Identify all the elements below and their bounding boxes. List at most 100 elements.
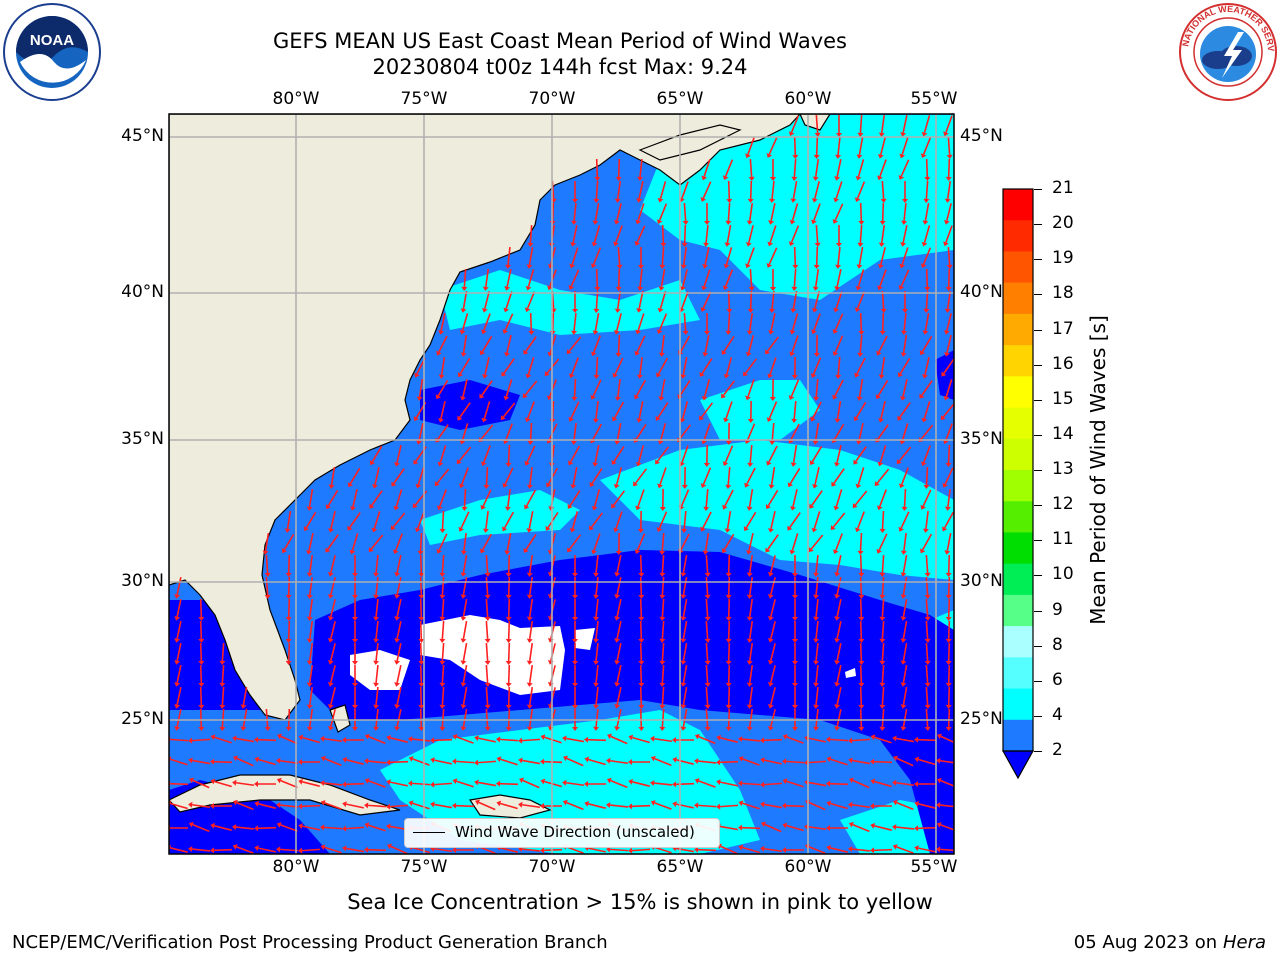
wind-wave-arrowhead xyxy=(264,594,271,599)
wind-wave-arrowhead xyxy=(568,460,574,466)
wind-wave-arrowhead xyxy=(614,572,621,577)
wind-wave-arrow xyxy=(639,620,643,640)
wind-wave-arrow xyxy=(595,268,599,288)
wind-wave-arrow xyxy=(528,664,534,684)
wind-wave-arrowhead xyxy=(659,506,666,511)
wind-wave-arrowhead xyxy=(704,616,711,621)
wind-wave-arrow xyxy=(741,738,761,742)
wind-wave-arrow xyxy=(434,759,452,765)
wind-wave-arrow xyxy=(771,422,775,442)
wind-wave-arrow xyxy=(546,358,560,374)
wind-wave-arrowhead xyxy=(496,800,502,807)
wind-wave-arrow xyxy=(881,554,885,574)
wind-wave-arrow xyxy=(544,736,562,744)
wind-wave-arrow xyxy=(812,357,822,375)
wind-wave-arrowhead xyxy=(870,803,874,809)
wind-wave-arrowhead xyxy=(682,330,689,335)
wind-wave-arrow xyxy=(705,488,709,508)
wind-wave-arrow xyxy=(592,247,602,265)
wind-wave-arrowhead xyxy=(526,484,533,489)
wind-wave-arrow xyxy=(697,848,717,852)
wind-wave-arrow xyxy=(770,599,776,617)
wind-wave-arrow xyxy=(616,577,622,595)
wind-wave-arrow xyxy=(748,708,754,728)
wind-wave-arrowhead xyxy=(892,844,898,850)
wind-wave-arrow xyxy=(616,290,622,310)
wind-wave-arrow xyxy=(485,598,489,618)
wind-wave-arrow xyxy=(612,490,626,506)
wind-wave-arrow xyxy=(522,779,540,789)
wind-wave-arrow xyxy=(481,533,493,551)
wind-wave-arrowhead xyxy=(593,198,600,203)
wind-wave-arrow xyxy=(214,825,232,831)
wind-wave-arrow xyxy=(727,180,731,200)
wind-wave-arrow xyxy=(815,554,819,574)
wind-wave-arrowhead xyxy=(459,329,466,335)
wind-wave-arrowhead xyxy=(747,462,754,467)
wind-wave-arrow xyxy=(566,801,584,811)
wind-wave-arrowhead xyxy=(418,572,425,577)
wind-wave-arrow xyxy=(940,735,954,744)
wind-wave-arrow xyxy=(324,802,342,810)
wind-wave-arrow xyxy=(571,511,579,529)
wind-wave-arrow xyxy=(947,444,951,464)
wind-wave-arrow xyxy=(702,181,712,199)
wind-wave-arrowhead xyxy=(369,460,375,466)
wind-wave-arrow xyxy=(459,357,471,375)
wind-wave-arrow xyxy=(529,312,533,332)
wind-wave-arrowhead xyxy=(858,330,865,335)
wind-wave-arrow xyxy=(654,846,672,854)
wind-wave-arrow xyxy=(236,846,254,854)
wind-wave-arrowhead xyxy=(660,242,667,247)
wind-wave-arrow xyxy=(876,468,890,484)
wind-wave-arrow xyxy=(636,225,646,243)
wind-wave-arrow xyxy=(287,642,291,662)
wind-wave-arrowhead xyxy=(876,350,882,356)
wind-wave-arrow xyxy=(940,779,954,787)
wind-wave-arrowhead xyxy=(430,781,435,788)
wind-wave-arrow xyxy=(327,534,339,550)
wind-wave-arrowhead xyxy=(505,726,512,731)
wind-wave-arrow xyxy=(308,620,314,640)
wind-wave-arrowhead xyxy=(254,756,260,763)
wind-wave-arrowhead xyxy=(812,440,819,445)
wind-wave-arrow xyxy=(417,467,425,485)
wind-wave-arrow xyxy=(786,736,804,744)
wind-wave-arrowhead xyxy=(792,617,798,621)
wind-wave-arrow xyxy=(748,686,754,706)
wind-wave-arrowhead xyxy=(634,394,640,400)
wind-wave-arrowhead xyxy=(452,734,458,740)
wind-wave-arrow xyxy=(815,598,819,618)
wind-wave-arrow xyxy=(747,379,755,397)
wind-wave-arrowhead xyxy=(944,352,950,357)
wind-wave-arrow xyxy=(654,802,672,810)
wind-wave-arrowhead xyxy=(899,263,906,269)
wind-wave-arrow xyxy=(525,489,537,507)
wind-wave-arrowhead xyxy=(210,803,214,809)
wind-wave-arrowhead xyxy=(628,759,632,765)
wind-wave-arrow xyxy=(815,224,819,244)
wind-wave-arrowhead xyxy=(430,757,435,764)
wind-wave-arrow xyxy=(308,533,314,551)
wind-wave-arrow xyxy=(374,467,380,485)
wind-wave-arrow xyxy=(704,335,710,353)
wind-wave-arrowhead xyxy=(219,726,226,731)
wind-wave-arrowhead xyxy=(638,265,644,269)
wind-wave-arrowhead xyxy=(835,154,842,159)
wind-wave-arrowhead xyxy=(484,638,491,643)
wind-wave-arrowhead xyxy=(768,484,775,489)
wind-wave-arrow xyxy=(436,468,450,484)
wind-wave-arrow xyxy=(462,334,468,354)
wind-wave-arrow xyxy=(923,115,931,133)
wind-wave-arrow xyxy=(572,225,578,243)
wind-wave-arrowhead xyxy=(232,824,237,831)
wind-wave-arrow xyxy=(902,334,908,354)
wind-wave-arrow xyxy=(832,512,846,528)
wind-wave-arrow xyxy=(221,686,225,706)
wind-wave-arrow xyxy=(455,804,475,808)
wind-wave-arrowhead xyxy=(681,242,688,247)
wind-wave-arrowhead xyxy=(878,242,885,247)
wind-wave-arrow xyxy=(590,512,604,528)
wind-wave-arrow xyxy=(880,114,886,134)
wind-wave-arrow xyxy=(615,511,623,529)
